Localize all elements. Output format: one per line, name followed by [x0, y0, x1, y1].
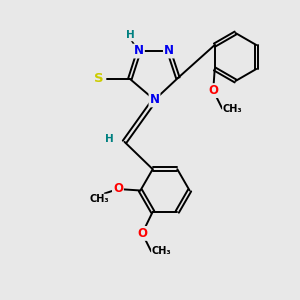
Text: CH₃: CH₃ [152, 246, 172, 256]
Text: CH₃: CH₃ [223, 103, 242, 114]
Text: H: H [104, 134, 113, 145]
Text: N: N [134, 44, 144, 58]
Text: N: N [164, 44, 174, 58]
Text: O: O [208, 84, 218, 97]
Text: H: H [125, 30, 134, 40]
Text: O: O [137, 227, 147, 240]
Text: N: N [149, 93, 160, 106]
Text: S: S [94, 72, 104, 86]
Text: CH₃: CH₃ [89, 194, 109, 205]
Text: O: O [113, 182, 123, 196]
